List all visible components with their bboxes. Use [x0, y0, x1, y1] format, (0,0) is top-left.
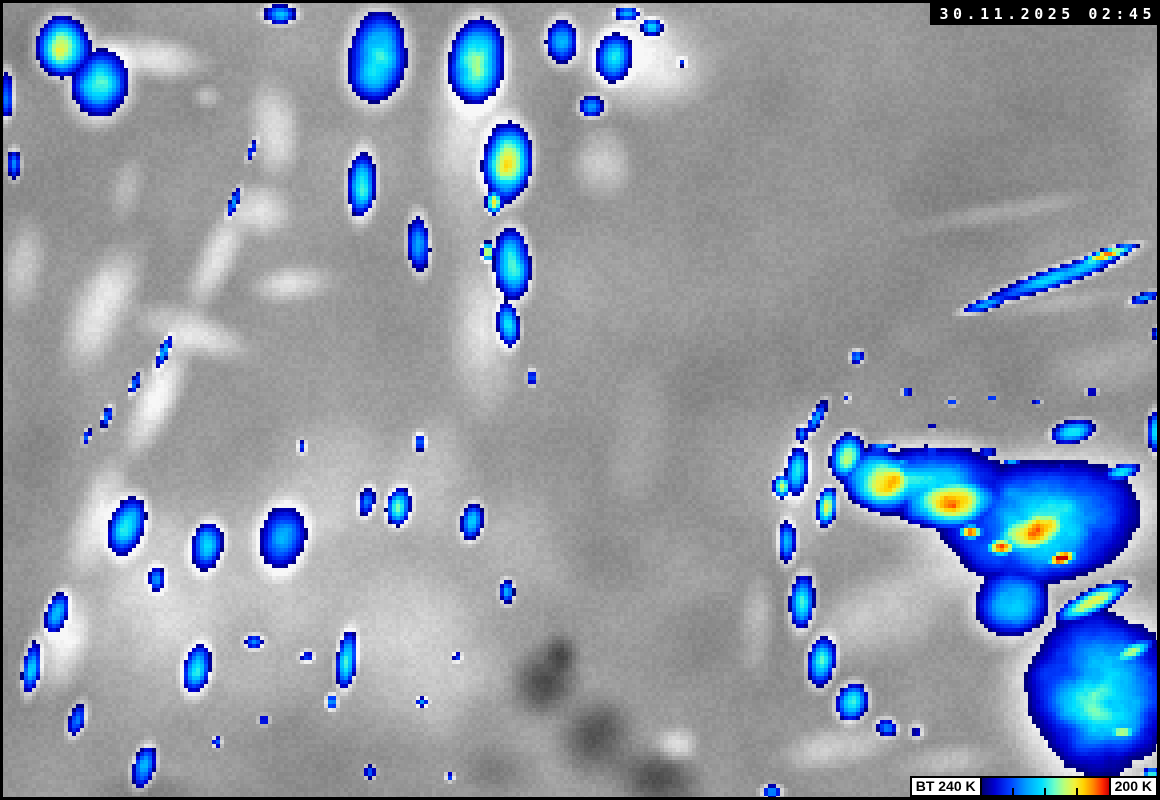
legend-gradient-bar — [981, 776, 1109, 797]
legend-tick — [1012, 788, 1015, 795]
legend-tick — [1044, 788, 1047, 795]
bt-colorbar-legend: BT 240 K 200 K — [909, 776, 1158, 797]
legend-tick — [1075, 788, 1078, 795]
legend-right-label: 200 K — [1108, 776, 1158, 797]
legend-left-label: BT 240 K — [909, 776, 982, 797]
timestamp-overlay: 30.11.2025 02:45 — [929, 3, 1160, 25]
